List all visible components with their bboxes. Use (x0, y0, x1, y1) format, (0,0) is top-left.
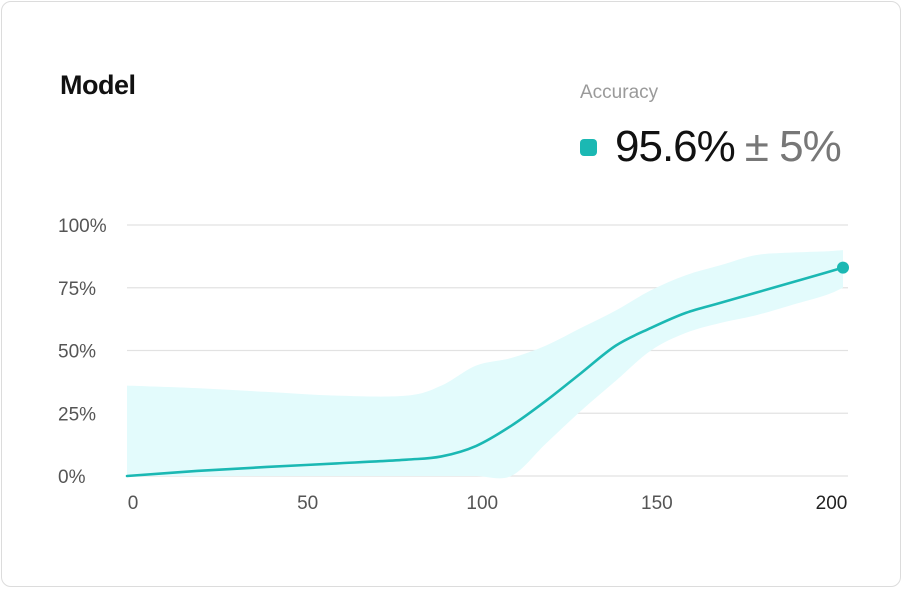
accuracy-line (125, 266, 845, 478)
x-tick-label: 200 (816, 493, 848, 514)
y-axis-ticks: 0% 25% 50% 75% 100% (58, 216, 107, 488)
y-tick-label: 50% (58, 342, 96, 363)
x-axis-ticks: 0 50 100 150 200 (128, 493, 848, 514)
metric-margin: ± 5% (744, 122, 842, 171)
metric-row: 95.6% ± 5% (580, 122, 842, 172)
card-title: Model (60, 70, 136, 100)
x-tick-label: 50 (297, 493, 318, 514)
x-tick-label: 100 (466, 493, 498, 514)
x-tick-label: 0 (128, 493, 139, 514)
y-tick-label: 75% (58, 279, 96, 300)
accuracy-legend-swatch (580, 138, 597, 156)
y-tick-label: 25% (58, 404, 96, 425)
metric-label: Accuracy (580, 82, 659, 103)
confidence-band (127, 250, 843, 479)
y-tick-label: 0% (58, 467, 86, 488)
y-tick-label: 100% (58, 216, 107, 237)
latest-point-marker[interactable] (837, 261, 849, 274)
metric-value: 95.6% (615, 122, 736, 171)
confidence-band-group (127, 250, 843, 479)
series-line-group (125, 261, 849, 478)
x-tick-label: 150 (641, 493, 673, 514)
